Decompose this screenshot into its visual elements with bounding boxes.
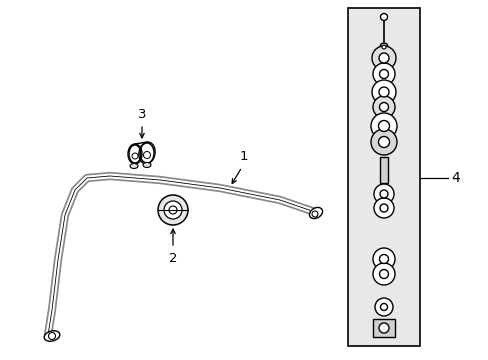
Circle shape [378,136,389,148]
Ellipse shape [142,162,151,167]
Ellipse shape [130,163,138,168]
Circle shape [381,45,385,49]
Circle shape [371,46,395,70]
Text: 2: 2 [168,252,177,265]
Ellipse shape [140,143,154,163]
Circle shape [380,13,386,21]
Ellipse shape [44,331,60,341]
Circle shape [379,103,387,112]
Circle shape [379,204,387,212]
Bar [347,8,419,346]
Circle shape [311,211,317,217]
Ellipse shape [129,145,141,163]
Circle shape [378,53,388,63]
Circle shape [372,263,394,285]
Circle shape [372,96,394,118]
Circle shape [48,333,55,339]
Circle shape [370,129,396,155]
Circle shape [379,190,387,198]
Circle shape [374,298,392,316]
Text: 3: 3 [138,108,146,121]
Circle shape [378,121,389,131]
Circle shape [378,87,388,97]
Circle shape [380,303,386,310]
Circle shape [379,43,387,51]
Ellipse shape [309,207,322,219]
Circle shape [373,198,393,218]
Circle shape [158,195,187,225]
Circle shape [378,323,388,333]
Circle shape [379,255,387,264]
Text: 4: 4 [450,171,459,185]
Bar [379,157,387,183]
Circle shape [169,206,177,214]
Circle shape [373,184,393,204]
Circle shape [372,248,394,270]
Text: 1: 1 [239,150,248,163]
Circle shape [379,270,387,279]
Circle shape [379,69,387,78]
Circle shape [132,153,138,159]
Circle shape [370,113,396,139]
Circle shape [143,152,150,158]
Circle shape [163,201,182,219]
Circle shape [371,80,395,104]
Bar [372,319,394,337]
Circle shape [372,63,394,85]
